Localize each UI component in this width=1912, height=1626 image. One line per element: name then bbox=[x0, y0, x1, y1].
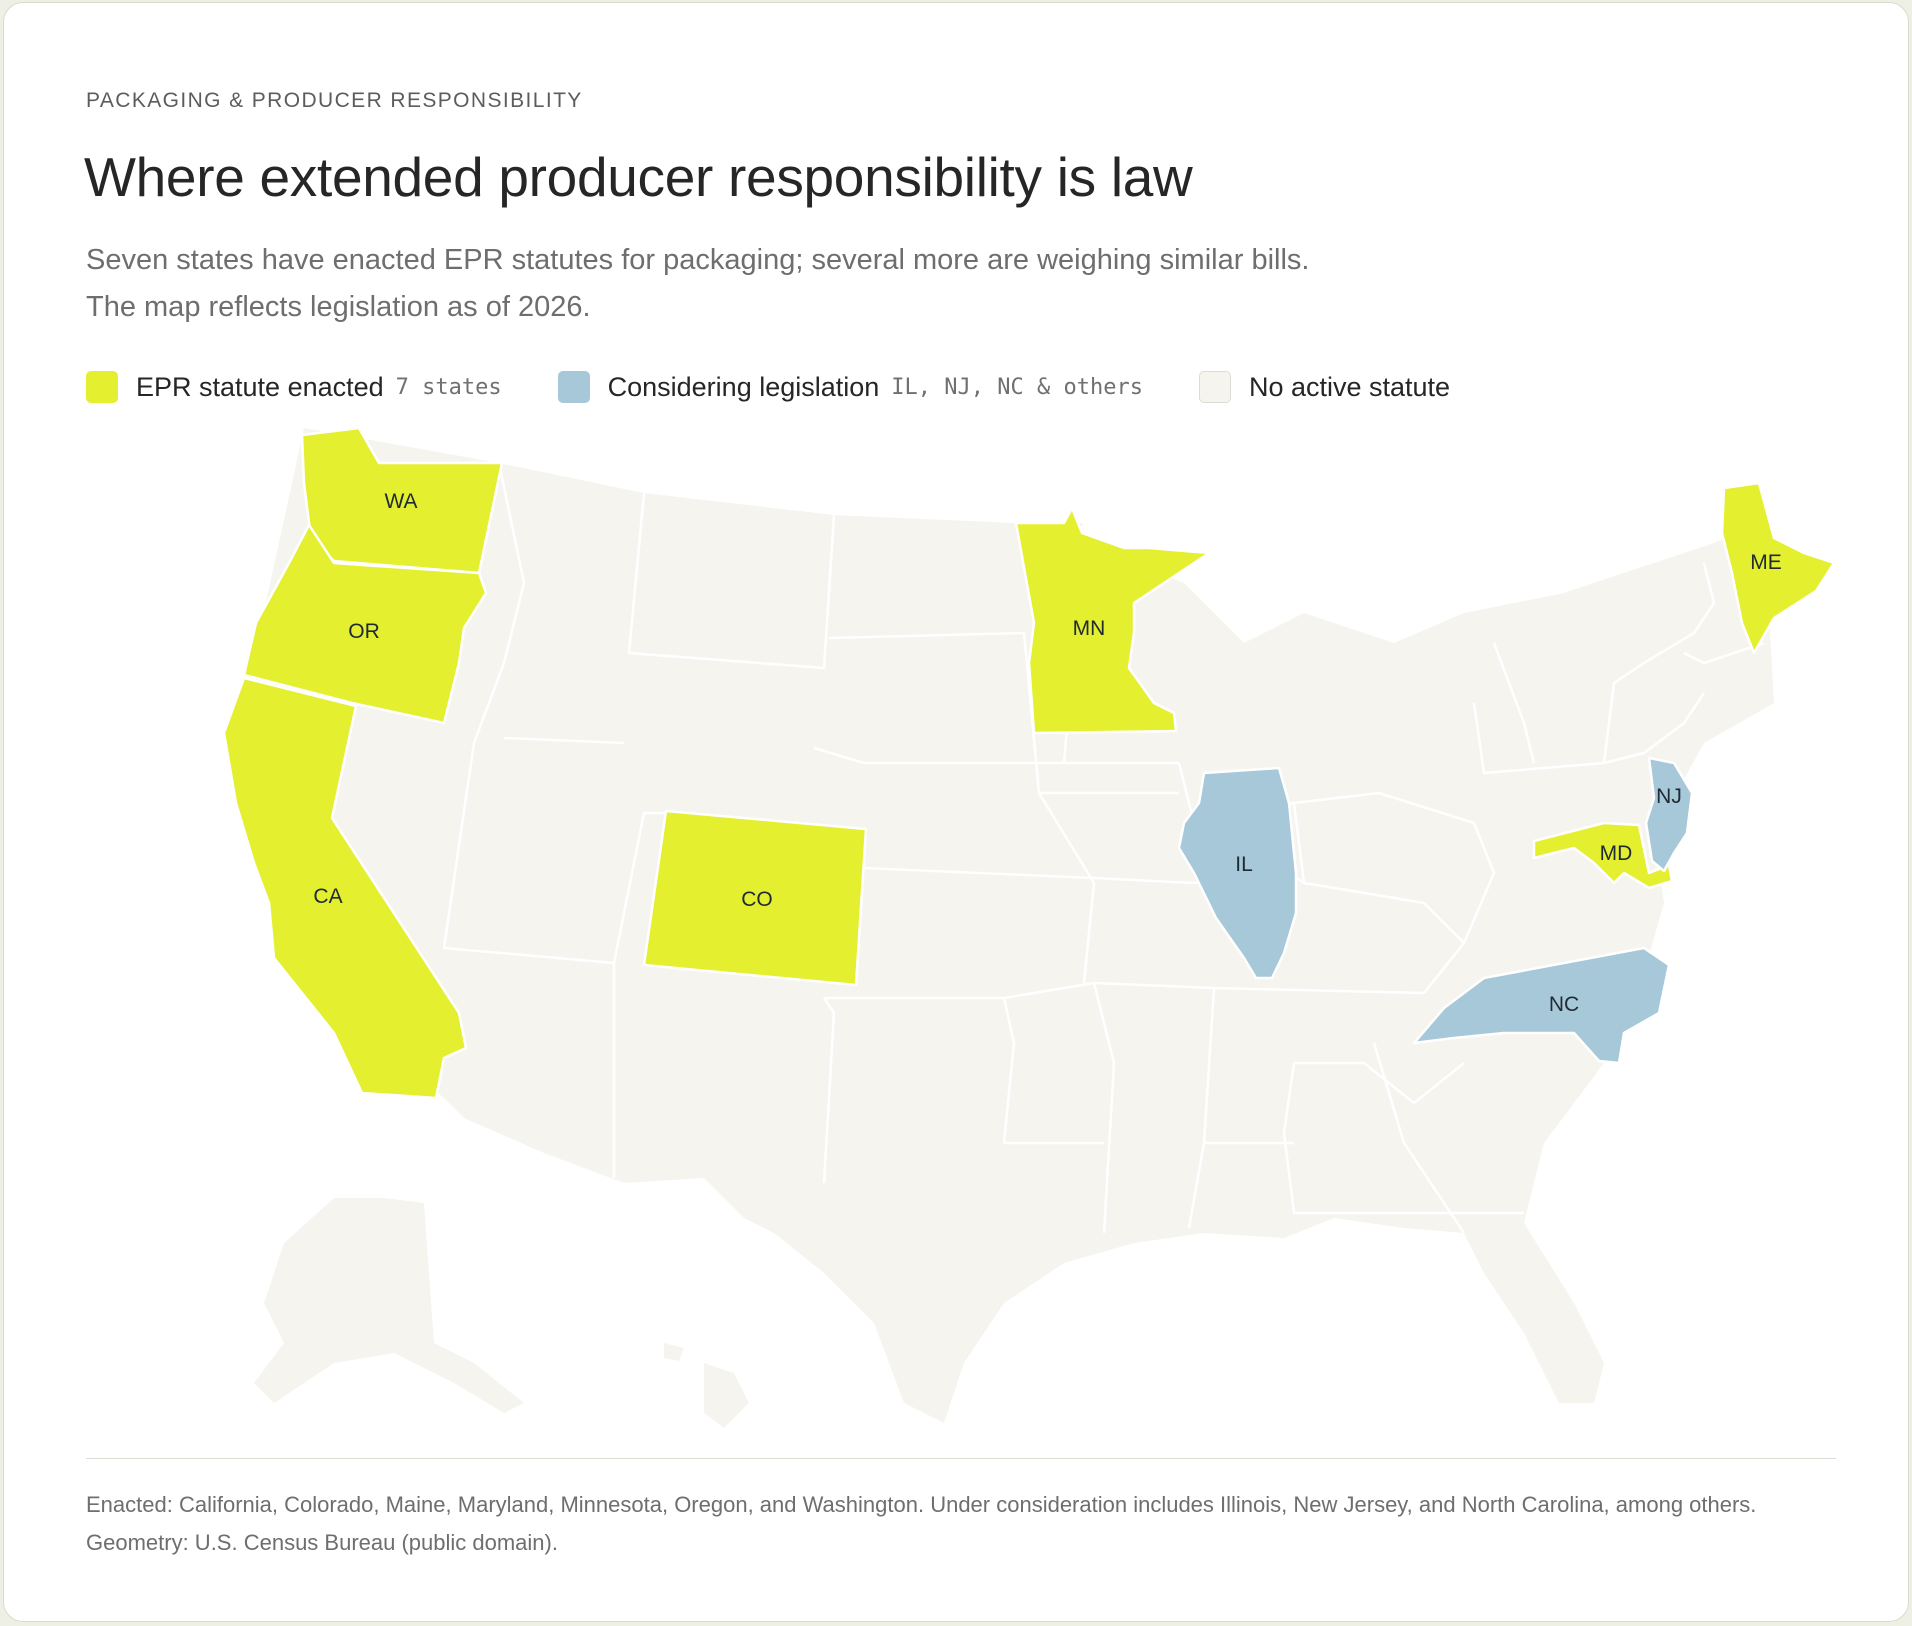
state-labels: WA OR CA CO MN MD ME IL NJ NC bbox=[313, 490, 1781, 1016]
hawaii bbox=[664, 1343, 749, 1428]
enacted-states bbox=[222, 426, 1836, 1100]
state-nj[interactable] bbox=[1644, 756, 1694, 873]
chart-card: PACKAGING & PRODUCER RESPONSIBILITY Wher… bbox=[3, 2, 1909, 1622]
footnote: Enacted: California, Colorado, Maine, Ma… bbox=[86, 1492, 1757, 1555]
alaska bbox=[254, 1198, 524, 1413]
state-label-md: MD bbox=[1600, 842, 1633, 865]
state-ca[interactable] bbox=[222, 676, 468, 1100]
state-label-nc: NC bbox=[1549, 993, 1579, 1016]
state-il[interactable] bbox=[1177, 766, 1298, 980]
state-label-il: IL bbox=[1235, 853, 1253, 876]
page-title: Where extended producer responsibility i… bbox=[84, 146, 1193, 208]
state-nc[interactable] bbox=[1412, 946, 1671, 1065]
legend-item-enacted: EPR statute enacted 7 states bbox=[86, 371, 502, 403]
state-md[interactable] bbox=[1532, 821, 1674, 890]
legend-item-considering: Considering legislation IL, NJ, NC & oth… bbox=[557, 371, 1143, 403]
state-label-ca: CA bbox=[313, 885, 342, 908]
state-me[interactable] bbox=[1720, 481, 1836, 655]
legend-note-considering: IL, NJ, NC & others bbox=[891, 374, 1143, 400]
legend-note-enacted: 7 states bbox=[395, 374, 502, 400]
state-borders bbox=[442, 462, 1765, 1234]
us-map: WA OR CA CO MN MD ME IL NJ NC bbox=[222, 426, 1836, 1428]
subtitle: Seven states have enacted EPR statutes f… bbox=[86, 244, 1310, 323]
state-label-nj: NJ bbox=[1656, 785, 1682, 808]
legend-swatch-none bbox=[1198, 371, 1231, 403]
kicker: PACKAGING & PRODUCER RESPONSIBILITY bbox=[86, 89, 583, 112]
state-or[interactable] bbox=[242, 523, 488, 725]
state-label-mn: MN bbox=[1073, 617, 1106, 640]
state-label-or: OR bbox=[348, 620, 380, 643]
legend-swatch-considering bbox=[557, 371, 590, 403]
legend-label-enacted: EPR statute enacted bbox=[136, 371, 384, 402]
legend-label-none: No active statute bbox=[1248, 371, 1451, 402]
considering-states bbox=[1177, 756, 1694, 1065]
state-label-me: ME bbox=[1750, 551, 1782, 574]
footer-divider bbox=[86, 1458, 1836, 1459]
state-label-co: CO bbox=[741, 888, 773, 911]
legend-label-considering: Considering legislation bbox=[607, 371, 880, 402]
us-landmass bbox=[244, 428, 1774, 1423]
state-mn[interactable] bbox=[1014, 506, 1211, 735]
state-label-wa: WA bbox=[384, 490, 417, 513]
legend: EPR statute enacted 7 states Considering… bbox=[86, 371, 1506, 403]
state-co[interactable] bbox=[642, 809, 868, 987]
legend-swatch-enacted bbox=[86, 371, 118, 403]
legend-item-none: No active statute bbox=[1198, 371, 1451, 403]
